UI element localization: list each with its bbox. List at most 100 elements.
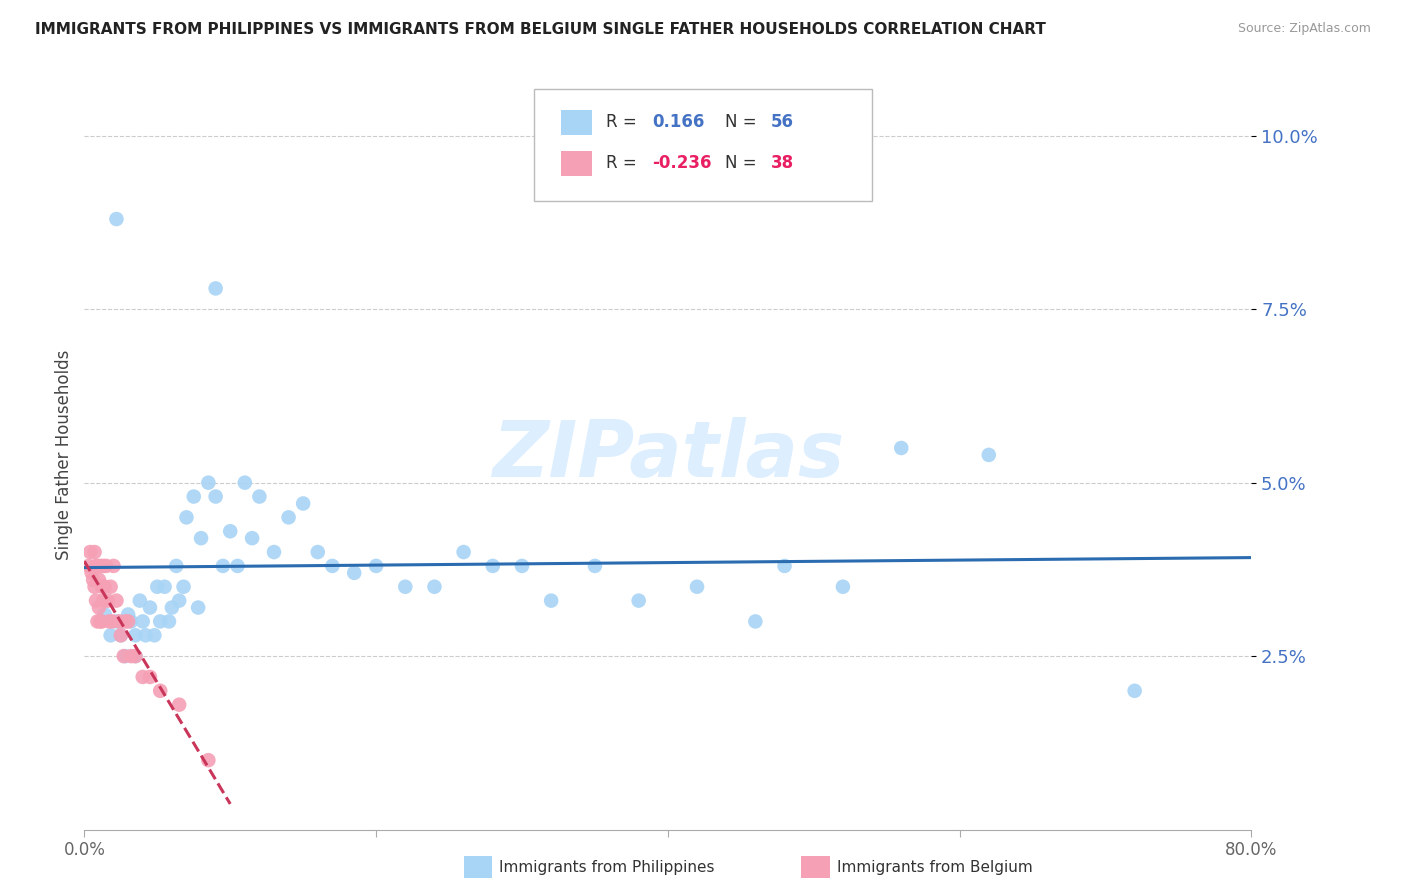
Point [114,615,136,629]
Point [482,558,505,573]
Point [110,628,132,642]
Text: 0.166: 0.166 [652,113,704,131]
Point [167,593,190,607]
Point [510,558,533,573]
Point [773,558,796,573]
Point [135,628,157,642]
Text: Immigrants from Belgium: Immigrants from Belgium [837,860,1032,874]
Point [87,600,110,615]
Point [212,558,235,573]
Point [832,580,855,594]
Point [112,649,135,664]
Point [197,475,219,490]
Point [1123,683,1146,698]
Point [124,649,146,664]
Point [321,558,343,573]
Point [120,615,142,629]
Point [146,580,169,594]
Point [100,628,122,642]
Point [226,558,249,573]
Point [83,545,105,559]
Point [149,683,172,698]
Point [249,490,271,504]
Point [343,566,366,580]
Point [89,558,111,573]
Point [540,593,562,607]
Text: Immigrants from Philippines: Immigrants from Philippines [499,860,714,874]
Point [98,615,121,629]
Point [86,558,108,573]
Point [105,615,128,629]
Point [219,524,242,539]
Point [157,615,180,629]
Y-axis label: Single Father Households: Single Father Households [55,350,73,560]
Point [94,580,117,594]
Point [105,212,128,227]
Point [110,628,132,642]
Point [139,600,162,615]
Point [277,510,299,524]
Point [77,558,100,573]
Point [143,628,166,642]
Point [79,545,101,559]
Point [292,496,315,510]
Point [94,607,117,622]
Point [686,580,709,594]
Point [977,448,1000,462]
Point [132,670,155,684]
Point [176,510,198,524]
Point [394,580,416,594]
Point [90,615,112,629]
Point [167,698,190,712]
Point [103,558,125,573]
Point [117,615,139,629]
Point [96,558,118,573]
Point [153,580,176,594]
Point [128,593,150,607]
Point [114,649,136,664]
Point [160,600,183,615]
Point [80,566,103,580]
Point [165,558,187,573]
Text: R =: R = [606,113,643,131]
Text: 38: 38 [770,154,793,172]
Point [173,580,195,594]
Point [583,558,606,573]
Point [105,593,128,607]
Point [82,573,104,587]
Point [89,615,111,629]
Point [90,580,112,594]
Point [100,580,122,594]
Point [197,753,219,767]
Point [744,615,766,629]
Point [84,593,107,607]
Point [366,558,388,573]
Point [132,615,155,629]
Point [91,593,114,607]
Point [84,558,107,573]
Point [87,573,110,587]
Text: ZIPatlas: ZIPatlas [492,417,844,493]
Point [101,615,124,629]
Point [183,490,205,504]
Point [453,545,475,559]
Point [233,475,256,490]
Point [97,593,120,607]
Point [190,531,212,545]
Point [263,545,285,559]
Point [83,580,105,594]
Point [108,615,131,629]
Point [120,649,142,664]
Text: N =: N = [725,113,762,131]
Text: R =: R = [606,154,643,172]
Point [124,649,146,664]
Point [240,531,263,545]
Point [124,628,146,642]
Text: -0.236: -0.236 [652,154,711,172]
Point [91,558,114,573]
Point [890,441,912,455]
Point [204,281,226,295]
Point [86,615,108,629]
Point [187,600,209,615]
Point [139,670,162,684]
